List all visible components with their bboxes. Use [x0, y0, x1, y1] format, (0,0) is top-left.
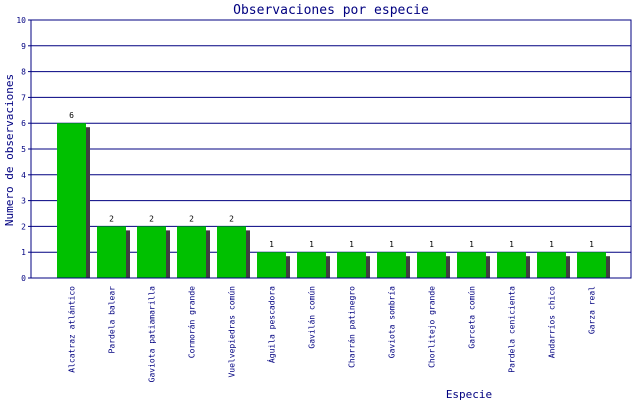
- x-tick-label: Charrán patinegro: [348, 286, 357, 368]
- bars: [57, 123, 606, 278]
- x-tick-label: Cormorán grande: [188, 286, 197, 358]
- x-tick-label: Alcatraz atlántico: [68, 286, 77, 373]
- x-tick-labels: Alcatraz atlántico Pardela balear Gaviota …: [68, 286, 597, 383]
- y-tick-label: 4: [21, 171, 26, 180]
- bar: [177, 226, 206, 278]
- y-tick-label: 8: [21, 68, 26, 77]
- x-tick-label: Pardela balear: [108, 286, 117, 354]
- data-label: 1: [389, 240, 394, 249]
- data-label: 1: [269, 240, 274, 249]
- x-tick-label: Gaviota sombría: [388, 286, 397, 358]
- bar: [217, 226, 246, 278]
- y-tick-label: 5: [21, 145, 26, 154]
- data-label: 2: [149, 214, 154, 223]
- data-label: 2: [109, 214, 114, 223]
- bar: [537, 252, 566, 278]
- x-tick-label: Gavilán común: [308, 286, 317, 349]
- x-tick-label: Garceta común: [468, 286, 477, 349]
- bar: [97, 226, 126, 278]
- y-tick-label: 9: [21, 42, 26, 51]
- grid-lines: [31, 45, 631, 253]
- bar: [297, 252, 326, 278]
- data-label: 1: [309, 240, 314, 249]
- data-label: 6: [69, 111, 74, 120]
- y-tick-label: 3: [21, 197, 26, 206]
- y-tick-label: 1: [21, 248, 26, 257]
- x-tick-label: Pardela cenicienta: [508, 286, 517, 373]
- y-tick-label: 2: [21, 222, 26, 231]
- x-tick-label: Vuelvepiedras común: [228, 286, 237, 378]
- y-tick-label: 10: [16, 16, 26, 25]
- y-tick-label: 7: [21, 93, 26, 102]
- y-axis-label: Numero de observaciones: [3, 74, 16, 226]
- x-tick-label: Chorlitejo grande: [428, 286, 437, 368]
- bar: [577, 252, 606, 278]
- data-label: 1: [469, 240, 474, 249]
- data-label: 2: [189, 214, 194, 223]
- bar: [417, 252, 446, 278]
- y-tick-label: 6: [21, 119, 26, 128]
- chart-title: Observaciones por especie: [233, 3, 429, 18]
- bar: [377, 252, 406, 278]
- y-tick-labels: 0 1 2 3 4 5 6 7 8 9 10: [16, 16, 31, 283]
- y-tick-label: 0: [21, 274, 26, 283]
- data-labels: 6 2 2 2 2 1 1 1 1 1 1 1 1 1: [69, 111, 594, 249]
- data-label: 1: [509, 240, 514, 249]
- bar: [57, 123, 86, 278]
- data-label: 1: [589, 240, 594, 249]
- x-axis-label: Especie: [446, 388, 492, 400]
- bar: [337, 252, 366, 278]
- data-label: 1: [349, 240, 354, 249]
- x-tick-label: Gaviota patiamarilla: [148, 286, 157, 383]
- x-tick-label: Andarríos chico: [548, 286, 557, 358]
- bar: [137, 226, 166, 278]
- bar: [497, 252, 526, 278]
- x-tick-label: Garza real: [588, 286, 597, 334]
- bar: [257, 252, 286, 278]
- data-label: 2: [229, 214, 234, 223]
- x-tick-label: Águila pescadora: [266, 286, 277, 363]
- data-label: 1: [429, 240, 434, 249]
- data-label: 1: [549, 240, 554, 249]
- bar: [457, 252, 486, 278]
